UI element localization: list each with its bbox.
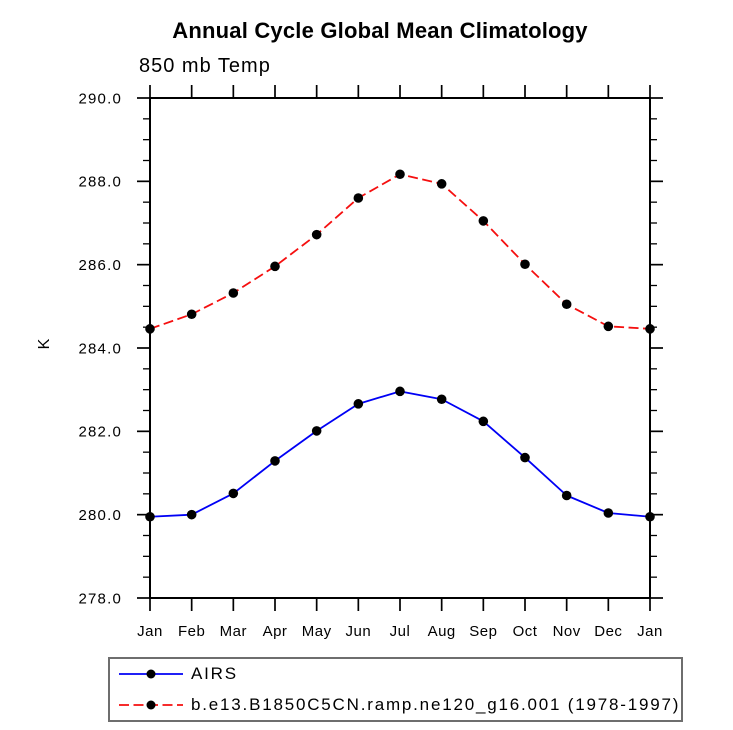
- series-line-model: [149, 173, 651, 330]
- x-tick-label: Jan: [137, 623, 163, 640]
- data-point-model: [270, 261, 280, 272]
- data-point-model: [186, 309, 197, 320]
- legend-item-model: b.e13.B1850C5CN.ramp.ne120_g16.001 (1978…: [110, 690, 681, 721]
- x-tick-label: Jun: [345, 623, 371, 640]
- data-point-airs: [395, 386, 405, 397]
- x-tick-label: Aug: [428, 623, 456, 640]
- data-point-model: [561, 299, 572, 310]
- y-tick-label: 284.0: [78, 340, 122, 357]
- y-tick-label: 278.0: [78, 590, 122, 607]
- data-point-airs: [520, 452, 530, 463]
- series-line-airs: [149, 390, 651, 518]
- data-point-model: [145, 324, 155, 334]
- x-tick-label: Jan: [637, 623, 663, 640]
- data-point-airs: [145, 511, 155, 522]
- x-tick-label: Apr: [263, 623, 288, 640]
- x-tick-label: Nov: [553, 623, 581, 640]
- legend-line-airs: [119, 669, 183, 679]
- y-tick-label: 286.0: [78, 257, 122, 274]
- legend-line-model: [119, 700, 183, 710]
- data-point-airs: [228, 488, 239, 499]
- data-point-model: [478, 216, 489, 226]
- data-point-airs: [311, 426, 322, 436]
- data-point-model: [436, 179, 447, 189]
- legend-label-airs: AIRS: [191, 664, 238, 684]
- data-point-airs: [645, 511, 655, 522]
- legend-box: AIRS b.e13.B1850C5CN.ramp.ne120_g16.001 …: [108, 657, 683, 722]
- legend-swatch-dot: [146, 700, 156, 710]
- data-point-airs: [603, 508, 614, 518]
- data-point-airs: [270, 456, 280, 466]
- legend-swatch-dot: [146, 669, 156, 679]
- x-tick-label: Feb: [178, 623, 205, 640]
- y-tick-label: 290.0: [78, 90, 122, 107]
- x-tick-label: Oct: [513, 623, 538, 640]
- x-tick-label: Jul: [390, 623, 411, 640]
- data-point-model: [603, 321, 614, 332]
- data-point-model: [520, 259, 530, 270]
- legend-item-airs: AIRS: [110, 659, 681, 690]
- y-tick-label: 288.0: [78, 174, 122, 191]
- x-tick-label: Mar: [220, 623, 247, 640]
- y-tick-label: 280.0: [78, 507, 122, 524]
- chart-subtitle: 850 mb Temp: [139, 55, 271, 77]
- data-point-airs: [186, 509, 197, 520]
- legend-label-model: b.e13.B1850C5CN.ramp.ne120_g16.001 (1978…: [191, 694, 681, 714]
- data-point-airs: [561, 490, 572, 501]
- y-tick-label: 282.0: [78, 424, 122, 441]
- data-point-airs: [436, 394, 447, 405]
- data-point-airs: [478, 416, 489, 427]
- chart-title: Annual Cycle Global Mean Climatology: [172, 18, 588, 43]
- data-point-model: [395, 169, 405, 180]
- x-tick-label: Dec: [594, 623, 622, 640]
- x-tick-label: Sep: [469, 623, 497, 640]
- data-point-model: [228, 288, 239, 298]
- data-point-model: [311, 229, 322, 240]
- data-point-model: [353, 193, 364, 203]
- data-point-airs: [353, 399, 364, 409]
- data-point-model: [645, 324, 655, 334]
- x-tick-label: May: [302, 623, 332, 640]
